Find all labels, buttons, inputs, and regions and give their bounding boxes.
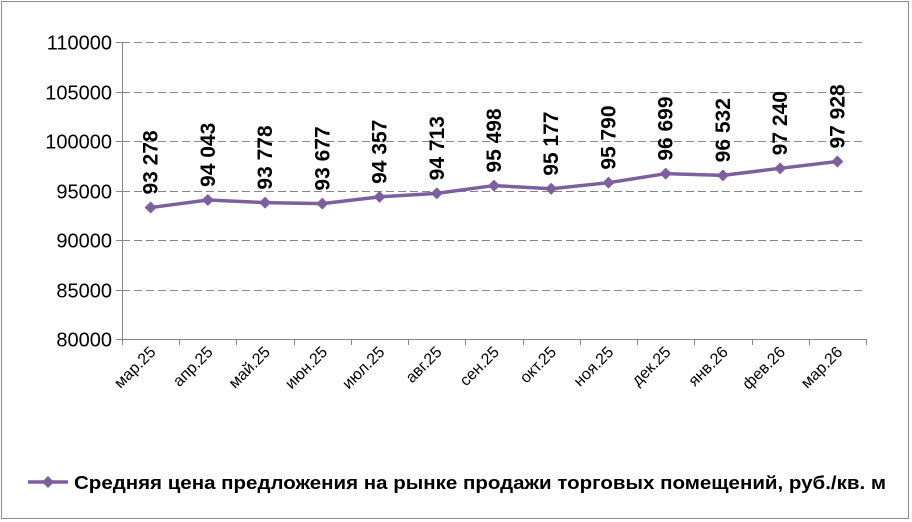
data-label: 95 498 [483,108,506,173]
x-tick-labels: мар.25 апр.25 май.25 июн.25 июл.25 авг.25 сен.… [111,344,846,393]
y-tick-label: 80000 [56,330,112,352]
x-tick-label: сен.25 [457,344,503,390]
data-label: 96 532 [712,98,735,162]
data-point [373,190,386,203]
data-label: 97 240 [769,91,792,155]
data-point [545,182,558,195]
data-label: 96 699 [655,96,678,160]
data-label: 95 177 [540,112,563,176]
x-tick-label: июл.25 [339,344,388,393]
x-tick-label: авг.25 [403,344,446,387]
y-tick-label: 105000 [45,83,112,105]
x-tick-label: мар.26 [798,344,846,392]
data-point [201,193,214,206]
series [144,155,844,214]
y-tick-label: 100000 [45,132,112,154]
x-tick-label: дек.25 [629,344,675,390]
data-point [831,155,844,168]
data-point [316,197,329,210]
data-point [259,196,272,209]
data-label: 93 677 [311,126,334,190]
data-point [488,179,500,192]
data-label: 93 278 [140,130,163,195]
y-tick-label: 85000 [56,281,112,303]
data-point [774,162,787,175]
legend-label: Средняя цена предложения на рынке продаж… [74,473,886,493]
data-label: 94 043 [197,123,220,187]
data-label: 97 928 [826,84,849,149]
data-label: 93 778 [254,125,277,190]
data-label: 95 790 [597,105,620,169]
x-tick-label: июн.25 [282,344,331,393]
data-label: 94 357 [369,120,392,184]
data-point [659,167,672,180]
gridlines [122,42,866,291]
legend-marker-icon [42,476,54,488]
y-tick-label: 95000 [56,182,112,204]
data-point [602,176,615,189]
x-tick-label: апр.25 [170,344,217,391]
data-label: 94 713 [426,116,449,180]
x-tick-label: окт.25 [517,344,560,387]
x-tick-label: фев.26 [740,344,789,393]
y-tick-label: 110000 [47,33,112,55]
data-point [430,187,443,200]
y-tick-label: 90000 [56,231,112,253]
data-point [144,201,157,214]
x-tick-label: янв.26 [686,344,732,390]
x-tick-label: ноя.25 [571,344,617,390]
axes [116,42,867,345]
data-labels: 93 278 94 043 93 778 93 677 94 357 94 713 95 4… [140,84,850,195]
legend: Средняя цена предложения на рынке продаж… [28,473,886,493]
x-tick-label: май.25 [226,344,274,392]
y-tick-labels: 80000 85000 90000 95000 100000 105000 110000 [45,33,112,352]
data-point [716,169,729,182]
x-tick-label: мар.25 [111,344,159,392]
